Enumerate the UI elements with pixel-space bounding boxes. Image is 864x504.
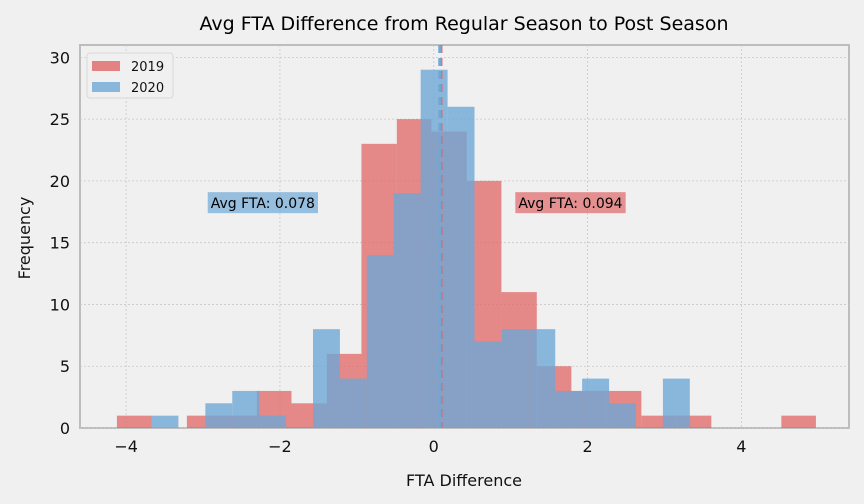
bar-2020-4 — [313, 329, 340, 428]
legend-swatch-2019 — [92, 61, 120, 71]
x-tick-label: 0 — [429, 437, 439, 456]
annotation-text: Avg FTA: 0.078 — [211, 196, 315, 212]
bars-group — [116, 69, 816, 429]
bar-2020-6 — [366, 255, 394, 428]
x-tick-label: 4 — [736, 437, 746, 456]
annotation-text: Avg FTA: 0.094 — [518, 196, 622, 212]
y-tick-label: 25 — [50, 110, 70, 129]
bar-2020-7 — [393, 193, 421, 428]
legend-label-2020: 2020 — [131, 81, 164, 96]
bar-2020-15 — [609, 403, 636, 428]
y-tick-label: 30 — [50, 48, 70, 67]
bar-2020-13 — [555, 390, 583, 428]
bar-2019-16 — [781, 415, 816, 428]
chart-title: Avg FTA Difference from Regular Season t… — [199, 13, 728, 35]
bar-2020-16 — [662, 378, 690, 428]
mean-lines — [438, 45, 443, 428]
bar-2020-11 — [501, 329, 529, 428]
annotation-1: Avg FTA: 0.094 — [515, 192, 626, 214]
annotation-0: Avg FTA: 0.078 — [207, 192, 318, 214]
y-axis-label: Frequency — [15, 197, 34, 280]
annotation-box — [207, 192, 318, 214]
x-tick-label: −4 — [114, 437, 138, 456]
bar-2020-5 — [339, 378, 367, 428]
y-tick-label: 20 — [50, 172, 70, 191]
legend-label-2019: 2019 — [131, 60, 164, 75]
bar-2020-3 — [259, 415, 287, 428]
y-tick-label: 10 — [50, 295, 70, 314]
y-tick-label: 5 — [60, 357, 70, 376]
annotations: Avg FTA: 0.078 Avg FTA: 0.094 — [207, 192, 626, 214]
bar-2020-0 — [151, 415, 179, 428]
bar-2020-12 — [528, 329, 556, 428]
bar-2020-10 — [474, 341, 502, 428]
y-tick-label: 15 — [50, 234, 70, 253]
y-tick-label: 0 — [60, 419, 70, 438]
bar-2020-2 — [232, 390, 260, 428]
bar-2019-0 — [116, 415, 152, 428]
legend: 2019 2020 — [86, 52, 174, 99]
annotation-box — [515, 192, 626, 214]
x-axis-ticks: −4 −2 0 2 4 — [114, 437, 746, 456]
bar-2020-8 — [420, 69, 448, 428]
bar-2020-9 — [447, 106, 475, 428]
bar-2020-1 — [205, 403, 233, 428]
bar-2020-14 — [582, 378, 610, 428]
x-tick-label: −2 — [268, 437, 292, 456]
legend-swatch-2020 — [92, 82, 120, 92]
y-axis-ticks: 0 5 10 15 20 25 30 — [50, 48, 70, 438]
x-axis-label: FTA Difference — [406, 471, 522, 490]
x-tick-label: 2 — [582, 437, 592, 456]
